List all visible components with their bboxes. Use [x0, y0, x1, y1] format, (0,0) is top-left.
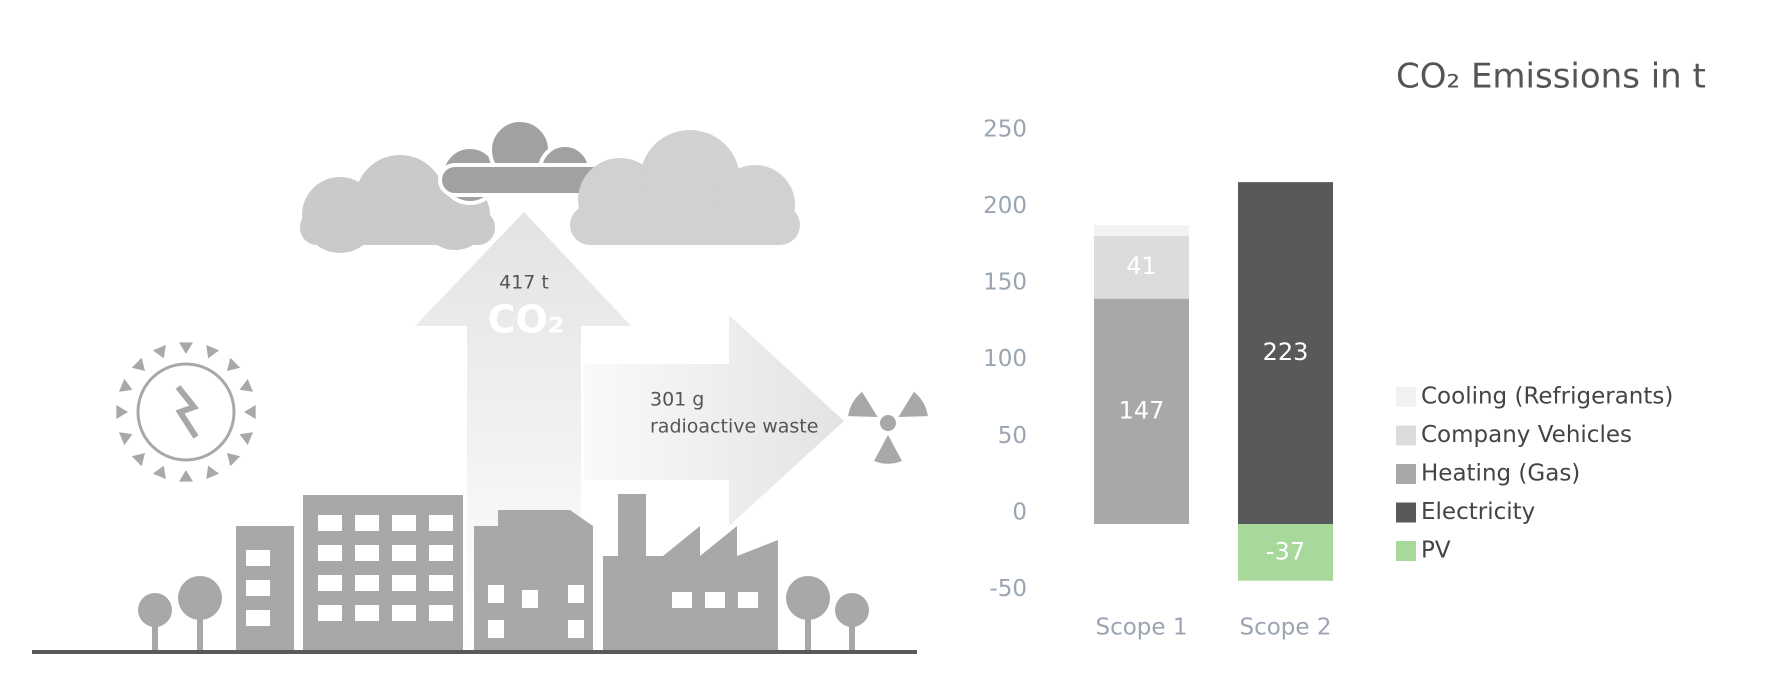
- window: [392, 605, 416, 621]
- sun-ray: [206, 465, 220, 480]
- window: [705, 592, 725, 608]
- cloud: [300, 155, 495, 253]
- window: [429, 605, 453, 621]
- legend-label: PV: [1421, 538, 1451, 564]
- cloud: [570, 130, 800, 245]
- x-tick-label: Scope 1: [1095, 615, 1187, 641]
- bar-segment: [1094, 298, 1189, 524]
- sun-ray: [131, 357, 145, 371]
- window: [392, 545, 416, 561]
- y-tick-label: 100: [983, 346, 1027, 372]
- y-tick-label: -50: [989, 576, 1027, 602]
- window: [672, 592, 692, 608]
- bar-segment: [1094, 225, 1189, 236]
- bar-segment: [1238, 524, 1333, 581]
- sun-ray: [239, 378, 254, 392]
- window: [318, 545, 342, 561]
- sun-ray: [152, 465, 166, 480]
- legend-swatch: [1396, 541, 1416, 561]
- window: [246, 580, 270, 596]
- sun-ray: [179, 342, 193, 354]
- legend-swatch: [1396, 387, 1416, 407]
- window: [738, 592, 758, 608]
- sun-ray: [244, 405, 256, 419]
- cloud: [438, 118, 612, 205]
- window: [429, 575, 453, 591]
- buildings: [138, 494, 869, 652]
- legend-label: Electricity: [1421, 499, 1535, 525]
- data-label: 41: [1126, 252, 1157, 280]
- window: [246, 610, 270, 626]
- window: [355, 605, 379, 621]
- window: [522, 590, 538, 608]
- sun-ray: [227, 357, 241, 371]
- data-label: 147: [1119, 396, 1165, 424]
- chart-title: CO₂ Emissions in t: [1396, 57, 1706, 97]
- sun-ray: [116, 405, 128, 419]
- sun-ray: [227, 453, 241, 467]
- window: [568, 585, 584, 603]
- co2-label: CO₂: [488, 298, 565, 342]
- bar-segment: [1238, 182, 1333, 525]
- co2-amount: 417 t: [499, 272, 549, 294]
- window: [488, 620, 504, 638]
- sun-ray: [152, 344, 166, 359]
- legend-label: Company Vehicles: [1421, 422, 1632, 448]
- window: [392, 575, 416, 591]
- window: [429, 515, 453, 531]
- illustration: 417 t CO₂ 301 g radioactive waste: [32, 118, 928, 654]
- window: [318, 575, 342, 591]
- y-tick-label: 0: [1012, 500, 1027, 526]
- data-label: -37: [1266, 537, 1305, 565]
- sun-ray: [206, 344, 220, 359]
- legend-swatch: [1396, 464, 1416, 484]
- radiation-icon: [848, 391, 928, 464]
- sun-ray: [239, 432, 254, 446]
- legend-label: Cooling (Refrigerants): [1421, 384, 1673, 410]
- legend-swatch: [1396, 425, 1416, 446]
- sun-ray: [179, 470, 193, 482]
- sun-icon: [116, 342, 256, 482]
- sun-ray: [118, 378, 133, 392]
- data-label: 223: [1263, 338, 1309, 366]
- window: [488, 585, 504, 603]
- bar-segment: [1094, 235, 1189, 299]
- window: [429, 545, 453, 561]
- right-arrow: [584, 315, 844, 526]
- x-tick-label: Scope 2: [1239, 615, 1331, 641]
- window: [318, 605, 342, 621]
- window: [246, 550, 270, 566]
- window: [318, 515, 342, 531]
- waste-label: radioactive waste: [650, 416, 818, 438]
- window: [392, 515, 416, 531]
- legend-swatch: [1396, 502, 1416, 523]
- sun-ray: [118, 432, 133, 446]
- y-tick-label: 50: [998, 423, 1027, 449]
- legend-label: Heating (Gas): [1421, 461, 1580, 487]
- window: [355, 545, 379, 561]
- sun-ray: [131, 453, 145, 467]
- waste-amount: 301 g: [650, 389, 704, 411]
- y-tick-label: 150: [983, 270, 1027, 296]
- window: [355, 515, 379, 531]
- window: [568, 620, 584, 638]
- y-tick-label: 250: [983, 116, 1027, 142]
- y-tick-label: 200: [983, 193, 1027, 219]
- window: [355, 575, 379, 591]
